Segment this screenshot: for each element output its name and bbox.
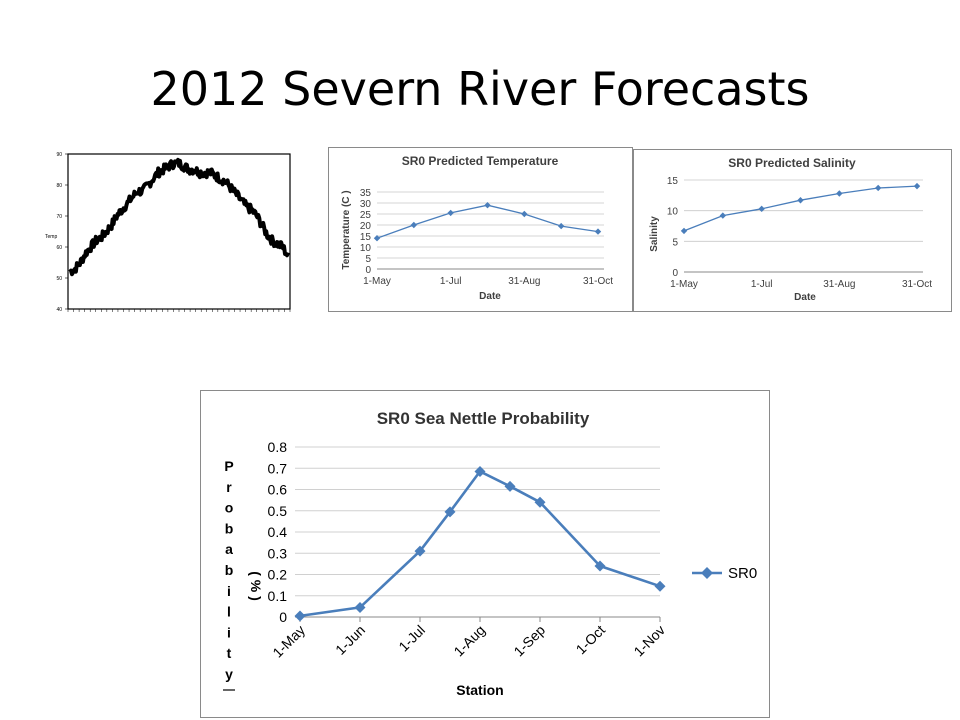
- salinity-ytick-label: 10: [667, 207, 679, 218]
- sea-nettle-ylabel-letter: b: [225, 520, 234, 536]
- temperature-ytick-label: 25: [360, 210, 372, 221]
- salinity-point: [913, 182, 921, 190]
- salinity-chart-ylabel: Salinity: [649, 216, 660, 252]
- sea-nettle-chart-title: SR0 Sea Nettle Probability: [377, 409, 590, 428]
- sea-nettle-ytick-label: 0: [279, 609, 287, 625]
- salinity-ytick-label: 0: [672, 268, 678, 279]
- sea-nettle-point: [504, 480, 516, 492]
- temp-sensor-ytick-label: 70: [56, 214, 62, 220]
- temp-sensor-ylabel: Temp: [45, 234, 57, 240]
- salinity-chart-xlabel: Date: [794, 292, 816, 303]
- sea-nettle-ylabel-letter: i: [227, 583, 231, 599]
- temperature-ytick-label: 15: [360, 232, 372, 243]
- salinity-point: [797, 197, 804, 204]
- sea-nettle-ylabel-letter: o: [225, 500, 234, 516]
- sea-nettle-ylabel-letter: l: [227, 604, 231, 620]
- temperature-point: [447, 209, 454, 217]
- temp-sensor-ytick-label: 90: [56, 152, 62, 158]
- salinity-xtick-label: 1-Jul: [751, 279, 773, 290]
- temperature-ytick-label: 30: [360, 199, 372, 210]
- temperature-ytick-label: 20: [360, 221, 372, 232]
- temperature-chart-title: SR0 Predicted Temperature: [402, 154, 559, 168]
- salinity-xtick-label: 31-Aug: [823, 279, 855, 290]
- sea-nettle-chart-xlabel: Station: [456, 682, 503, 698]
- sea-nettle-point: [354, 601, 366, 613]
- temp-sensor-ytick-label: 50: [56, 276, 62, 282]
- temp-sensor-ytick-label: 60: [56, 245, 62, 251]
- temperature-ytick-label: 0: [365, 265, 371, 276]
- temperature-chart: SR0 Predicted Temperature 05101520253035…: [328, 147, 633, 312]
- salinity-xtick-label: 1-May: [670, 279, 698, 290]
- temperature-ytick-label: 5: [365, 254, 371, 265]
- salinity-ytick-label: 15: [667, 176, 679, 187]
- sea-nettle-ytick-label: 0.3: [268, 545, 288, 561]
- sea-nettle-ytick-label: 0.8: [268, 439, 288, 455]
- temperature-ytick-label: 10: [360, 243, 372, 254]
- temperature-chart-xlabel: Date: [479, 291, 501, 302]
- sea-nettle-point: [594, 560, 606, 572]
- temp-sensor-ytick-label: 80: [56, 183, 62, 189]
- temperature-point: [373, 235, 381, 242]
- sea-nettle-ytick-label: 0.4: [268, 524, 288, 540]
- salinity-point: [680, 227, 688, 235]
- salinity-chart-title: SR0 Predicted Salinity: [728, 156, 856, 170]
- temperature-point: [410, 221, 418, 229]
- sea-nettle-ylabel-letter: b: [225, 562, 234, 578]
- legend-label-sr0: SR0: [728, 565, 757, 582]
- sea-nettle-ylabel-letter: t: [227, 645, 232, 661]
- temperature-xtick-label: 31-Oct: [583, 276, 613, 287]
- sea-nettle-ytick-label: 0.5: [268, 503, 288, 519]
- sea-nettle-ylabel-letter: y: [225, 666, 233, 682]
- sea-nettle-ytick-label: 0.1: [268, 588, 288, 604]
- sea-nettle-ytick-label: 0.6: [268, 482, 288, 498]
- temperature-ytick-label: 35: [360, 188, 372, 199]
- sea-nettle-ylabel-letter: a: [225, 541, 233, 557]
- sea-nettle-point: [444, 506, 456, 518]
- sea-nettle-ylabel-letter: i: [227, 624, 231, 640]
- slide-title: 2012 Severn River Forecasts: [150, 62, 810, 116]
- temperature-xtick-label: 31-Aug: [508, 276, 540, 287]
- legend-marker: [701, 567, 713, 579]
- salinity-chart: SR0 Predicted Salinity 0 5 10 15 1-May 1-Jul…: [633, 149, 952, 312]
- temp-sensor-chart: Temp 40 50 60 70 80 90: [40, 150, 296, 314]
- sea-nettle-chart-ylabel: Probability: [223, 458, 235, 691]
- temperature-xtick-label: 1-May: [363, 276, 391, 287]
- temperature-point: [484, 202, 491, 209]
- temperature-chart-ylabel: Temperature (C ): [341, 190, 352, 269]
- salinity-ytick-label: 5: [672, 237, 678, 248]
- sea-nettle-ylabel-letter: P: [224, 458, 233, 474]
- sea-nettle-ytick-label: 0.2: [268, 567, 288, 583]
- sea-nettle-point: [474, 465, 486, 477]
- temperature-point: [594, 228, 602, 235]
- sea-nettle-point: [414, 545, 426, 557]
- salinity-xtick-label: 31-Oct: [902, 279, 932, 290]
- sea-nettle-chart: SR0 Sea Nettle Probability 0 0.1 0.2 0.3 0.4…: [200, 390, 770, 718]
- sea-nettle-ytick-label: 0.7: [268, 460, 288, 476]
- temp-sensor-ytick-label: 40: [56, 307, 62, 313]
- sea-nettle-legend: SR0: [692, 565, 757, 582]
- sea-nettle-point: [534, 496, 546, 508]
- sea-nettle-point: [294, 610, 306, 622]
- temp-sensor-series-line: [68, 157, 290, 277]
- sea-nettle-chart-ylabel-unit: ( % ): [248, 571, 264, 601]
- sea-nettle-ylabel-letter: r: [226, 479, 232, 495]
- sea-nettle-point: [654, 580, 666, 592]
- temperature-xtick-label: 1-Jul: [440, 276, 462, 287]
